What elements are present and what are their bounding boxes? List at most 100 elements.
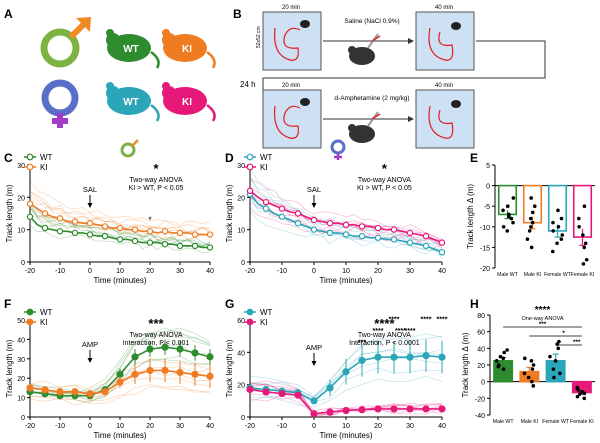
- y-tick-label: -20: [480, 266, 490, 273]
- y-tick-label: 40: [17, 337, 25, 344]
- male-symbol-icon: [120, 139, 139, 158]
- data-point: [56, 228, 64, 235]
- data-point: [131, 226, 139, 233]
- data-point: [56, 388, 64, 396]
- sex-markers: [120, 139, 346, 160]
- data-point: [531, 363, 536, 367]
- legend-marker: [26, 318, 34, 326]
- stats-test-label: Two-way ANOVA: [129, 332, 182, 339]
- time-label-4: 40 min: [435, 83, 453, 89]
- injection-arrow-head: [87, 203, 93, 208]
- x-tick-label: 0: [312, 268, 316, 275]
- data-point: [501, 225, 506, 229]
- data-point: [310, 410, 318, 418]
- data-point: [116, 378, 124, 386]
- data-point: [506, 214, 511, 219]
- data-point: [278, 205, 286, 212]
- x-tick-label: 30: [176, 423, 184, 430]
- time-label-3: 20 min: [282, 83, 300, 89]
- x-tick-label: 30: [406, 268, 414, 275]
- arena-size-label: 52x52 cm: [256, 26, 262, 48]
- legend-label: WT: [40, 308, 53, 317]
- y-tick-label: 30: [17, 357, 25, 364]
- data-point: [86, 219, 94, 227]
- legend-label: KI: [40, 163, 48, 172]
- data-point: [246, 385, 254, 394]
- data-point: [530, 379, 534, 384]
- data-point: [577, 225, 581, 229]
- data-point: [511, 220, 515, 225]
- data-point: [575, 394, 580, 399]
- x-tick-label: 40: [438, 268, 446, 275]
- individual-trace: [249, 178, 443, 239]
- data-point: [176, 242, 184, 250]
- comparison-label: ***: [573, 339, 581, 346]
- x-tick-label: -20: [25, 268, 35, 275]
- category-label: Female WT: [542, 419, 570, 425]
- data-point: [86, 390, 94, 398]
- data-point: [390, 226, 398, 233]
- data-point: [523, 356, 527, 361]
- data-point: [505, 204, 510, 208]
- individual-trace: [29, 384, 211, 405]
- data-point: [326, 229, 334, 237]
- legend-marker: [26, 153, 34, 161]
- data-point: [278, 213, 286, 220]
- data-point: [556, 346, 561, 351]
- saline-label: Saline (NaCl 0.9%): [344, 18, 399, 25]
- data-point: [501, 367, 506, 371]
- data-point: [581, 233, 585, 237]
- x-tick-label: -10: [277, 423, 287, 430]
- legend-marker: [246, 153, 254, 161]
- data-point: [310, 216, 318, 224]
- injection-label: SAL: [307, 185, 321, 194]
- data-point: [529, 196, 533, 200]
- panel-label-h: H: [470, 297, 479, 311]
- data-point: [496, 363, 501, 367]
- panel-h: H -40 -20 0 20 40 60 80 Track length Δ (m) Male W…: [461, 297, 595, 425]
- significance-marker: ****: [535, 305, 551, 316]
- stats-result-label: Interaction, P < 0.0001: [349, 340, 420, 347]
- data-point: [557, 339, 561, 344]
- y-tick-label: 0: [21, 415, 25, 422]
- data-point: [342, 221, 350, 229]
- data-point: [101, 223, 109, 230]
- data-point: [525, 237, 530, 241]
- data-point: [358, 223, 366, 230]
- data-point: [438, 405, 446, 413]
- mouse-icon: KI: [162, 82, 216, 122]
- y-axis-label: Track length Δ (m): [466, 184, 475, 249]
- x-axis-label: Time (minutes): [319, 276, 372, 285]
- legend-label: WT: [40, 153, 53, 162]
- x-tick-label: 30: [176, 268, 184, 275]
- y-tick-label: 60: [237, 318, 245, 325]
- comparison-label: *: [562, 330, 565, 337]
- female-symbol-icon: [330, 139, 346, 160]
- y-tick-label: 80: [477, 313, 485, 320]
- data-point: [116, 236, 124, 243]
- data-point: [131, 353, 139, 361]
- x-tick-label: 0: [88, 268, 92, 275]
- flow-arrow-return: [262, 40, 546, 95]
- y-axis-label: Track length (m): [5, 184, 14, 242]
- panel-label-b: B: [233, 7, 242, 21]
- y-tick-label: -40: [475, 413, 485, 420]
- data-point: [390, 353, 398, 361]
- data-point: [511, 196, 516, 200]
- data-point: [176, 229, 184, 237]
- point-significance: ****: [395, 328, 406, 335]
- injection-label: SAL: [83, 185, 97, 194]
- data-point: [191, 370, 199, 378]
- stats-result-label: Interaction, P < 0.001: [123, 340, 190, 347]
- time-label-2: 40 min: [435, 5, 453, 11]
- data-point: [176, 368, 184, 376]
- data-point: [559, 216, 564, 221]
- data-point: [310, 226, 318, 233]
- data-point: [342, 406, 350, 415]
- data-point: [422, 242, 430, 250]
- y-tick-label: 20: [17, 195, 25, 202]
- y-tick-label: 60: [477, 330, 485, 337]
- gap-label: 24 h: [240, 80, 256, 89]
- data-point: [552, 375, 556, 380]
- x-tick-label: 40: [206, 268, 214, 275]
